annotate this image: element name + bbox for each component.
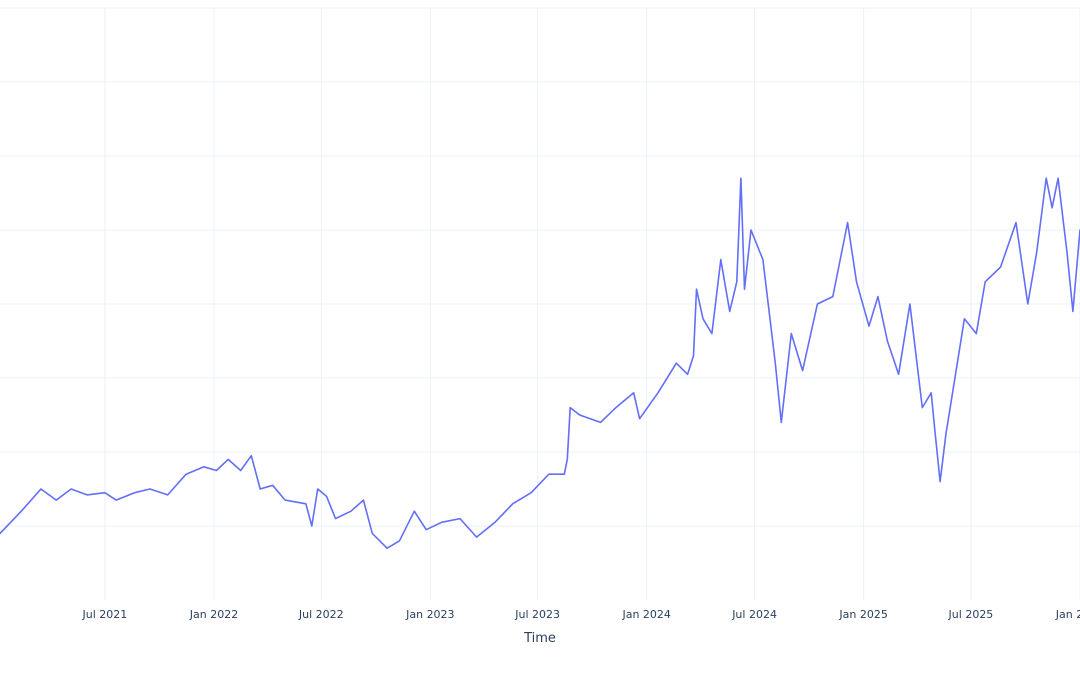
x-tick-label: Jul 2023 [514,608,560,621]
x-tick-label: Jul 2024 [731,608,777,621]
x-tick-label: Jan 2022 [189,608,238,621]
x-tick-label: Jul 2025 [948,608,994,621]
x-axis-ticks: Jul 2021 Jan 2022 Jul 2022 Jan 2023 Jul 2023… [82,608,1080,621]
x-tick-label: Jan 2026 [1055,608,1080,621]
x-tick-label: Jan 2023 [405,608,454,621]
x-tick-label: Jul 2022 [298,608,344,621]
series-line [0,177,1080,549]
gridlines [0,7,1080,600]
series-group [0,177,1080,549]
x-tick-label: Jan 2025 [838,608,887,621]
x-tick-label: Jan 2024 [621,608,670,621]
x-axis-title: Time [523,631,556,646]
x-tick-label: Jul 2021 [82,608,128,621]
